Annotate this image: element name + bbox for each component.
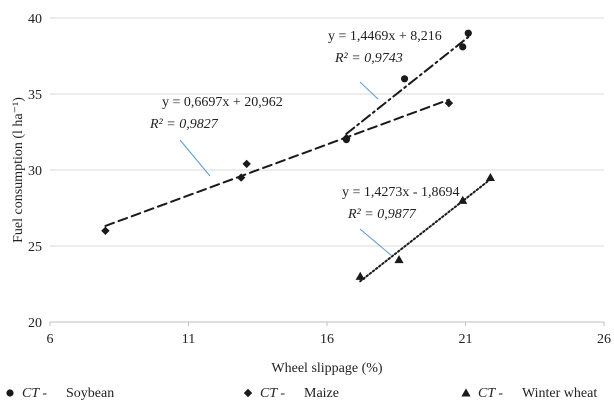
trendline-soybean	[345, 36, 470, 135]
trendline-winter-wheat	[359, 178, 492, 283]
x-tick-label-11: 11	[182, 332, 195, 347]
y-tick-label-20: 20	[28, 316, 42, 331]
equation-annotations: y = 1,4469x + 8,216 R² = 0,9743 y = 0,6697…	[149, 29, 460, 257]
legend-label-soybean: Soybean	[66, 386, 114, 401]
x-tick-label-21: 21	[459, 332, 473, 347]
legend: CT - Soybean CT - Maize CT - Winter wheat	[6, 386, 597, 401]
data-point-maize-1	[242, 159, 251, 169]
y-tick-label-40: 40	[28, 12, 42, 27]
legend-item-maize: CT - Maize	[243, 386, 339, 401]
x-tick-label-6: 6	[47, 332, 54, 347]
y-tick-label-30: 30	[28, 164, 42, 179]
data-point-winter-wheat-1	[394, 255, 404, 264]
data-point-soybean-3	[464, 29, 472, 37]
trendlines	[104, 36, 492, 283]
data-point-winter-wheat-0	[355, 271, 365, 280]
legend-label-maize: Maize	[304, 386, 339, 401]
legend-prefix-soybean: CT -	[22, 386, 47, 401]
data-point-maize-0	[101, 226, 110, 235]
legend-marker-maize	[243, 388, 253, 398]
equation-pointer-winter-wheat	[359, 228, 393, 257]
r2-label-maize: R² = 0,9827	[149, 117, 219, 132]
x-tick-label-16: 16	[320, 332, 334, 347]
legend-marker-soybean	[6, 389, 14, 397]
legend-item-winter-wheat: CT - Winter wheat	[461, 386, 597, 401]
x-axis-title: Wheel slippage (%)	[271, 361, 383, 376]
data-point-maize-3	[342, 133, 351, 143]
data-point-maize-2	[236, 173, 246, 182]
equation-label-winter-wheat: y = 1,4273x - 1,8694	[342, 185, 460, 200]
y-axis-title: Fuel consumption (l ha⁻¹)	[11, 97, 26, 243]
data-point-maize-4	[444, 98, 454, 108]
legend-marker-winter-wheat	[461, 388, 471, 397]
x-tick-label-26: 26	[597, 332, 611, 347]
legend-item-soybean: CT - Soybean	[6, 386, 114, 401]
data-point-winter-wheat-3	[485, 173, 496, 182]
legend-prefix-maize: CT -	[260, 386, 285, 401]
equation-pointer-soybean	[359, 81, 379, 100]
r2-label-soybean: R² = 0,9743	[334, 51, 403, 66]
y-tick-label-35: 35	[28, 88, 42, 103]
legend-label-winter-wheat: Winter wheat	[522, 386, 597, 401]
data-markers	[101, 29, 496, 280]
trendline-maize	[104, 98, 450, 227]
axes: 20 25 30 35 40 6 11 16 21 26 Wheel slippage (%) Fue…	[11, 12, 611, 376]
equation-label-soybean: y = 1,4469x + 8,216	[328, 29, 442, 44]
legend-prefix-winter-wheat: CT -	[478, 386, 503, 401]
equation-pointer-maize	[179, 139, 211, 177]
data-point-soybean-1	[400, 75, 409, 83]
r2-label-winter-wheat: R² = 0,9877	[347, 207, 417, 222]
equation-label-maize: y = 0,6697x + 20,962	[162, 95, 283, 110]
data-point-soybean-2	[459, 43, 467, 51]
y-tick-label-25: 25	[28, 240, 42, 255]
data-point-winter-wheat-2	[458, 195, 468, 204]
grid-lines	[50, 17, 604, 323]
